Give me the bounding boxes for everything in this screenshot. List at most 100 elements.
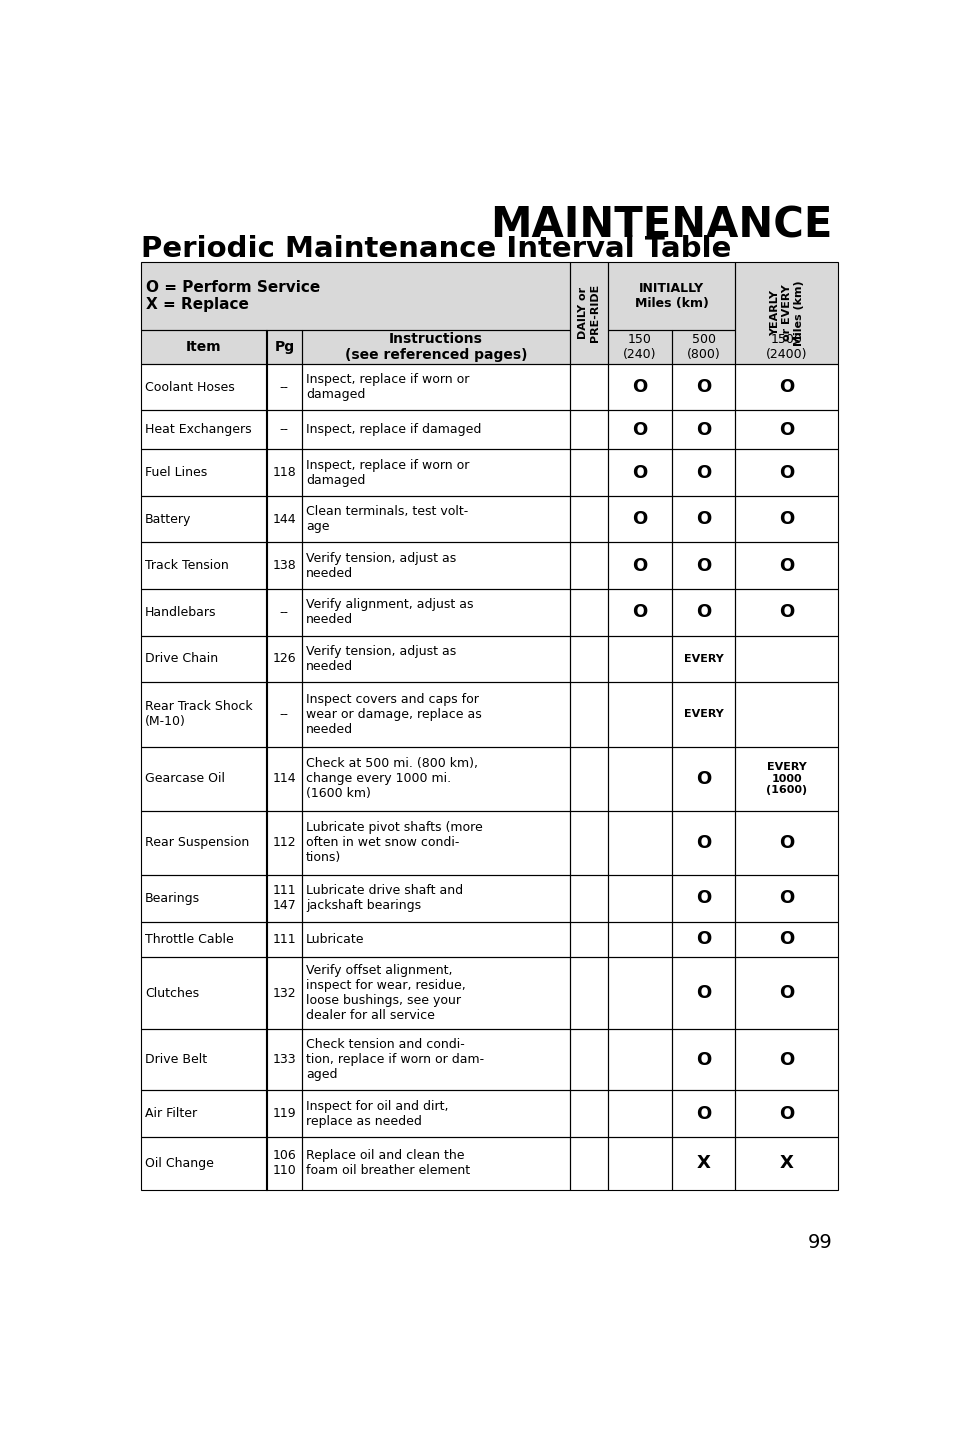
Bar [569, 1090, 608, 1137]
Bar [569, 1137, 608, 1191]
Text: O: O [779, 835, 794, 852]
Bar [671, 410, 735, 449]
Text: 126: 126 [273, 653, 295, 666]
Text: Drive Belt: Drive Belt [145, 1053, 207, 1066]
Bar [569, 410, 608, 449]
Bar [302, 1090, 569, 1137]
Text: O: O [696, 835, 711, 852]
Bar [266, 957, 302, 1029]
Bar [608, 811, 671, 875]
Text: O: O [779, 557, 794, 574]
Bar [569, 875, 608, 922]
Bar [608, 1029, 671, 1090]
Bar [735, 1029, 838, 1090]
Bar [141, 746, 266, 811]
Bar [266, 635, 302, 682]
Bar [266, 330, 302, 364]
Bar [569, 922, 608, 957]
Bar [302, 1029, 569, 1090]
Text: O: O [696, 378, 711, 395]
Bar [671, 635, 735, 682]
Bar [141, 449, 266, 496]
Text: 118: 118 [273, 467, 295, 478]
Text: O: O [696, 1105, 711, 1122]
Bar [608, 410, 671, 449]
Bar [735, 957, 838, 1029]
Bar [302, 682, 569, 746]
Bar [735, 635, 838, 682]
Text: 111: 111 [273, 933, 295, 947]
Bar [141, 589, 266, 635]
Text: Battery: Battery [145, 513, 191, 526]
Bar [266, 1090, 302, 1137]
Bar [608, 1090, 671, 1137]
Bar [266, 496, 302, 542]
Bar [302, 330, 569, 364]
Bar [569, 811, 608, 875]
Text: O: O [696, 890, 711, 907]
Text: O: O [696, 510, 711, 528]
Text: Lubricate pivot shafts (more
often in wet snow condi-
tions): Lubricate pivot shafts (more often in we… [306, 822, 482, 865]
Bar [266, 1137, 302, 1191]
Text: Check tension and condi-
tion, replace if worn or dam-
aged: Check tension and condi- tion, replace i… [306, 1038, 483, 1082]
Bar [671, 1090, 735, 1137]
Bar [671, 496, 735, 542]
Text: O: O [696, 984, 711, 1002]
Bar [608, 1137, 671, 1191]
Bar [608, 496, 671, 542]
Bar [671, 589, 735, 635]
Text: O: O [779, 510, 794, 528]
Bar [671, 682, 735, 746]
Bar [671, 922, 735, 957]
Bar [735, 811, 838, 875]
Text: O: O [632, 378, 647, 395]
Bar [302, 1137, 569, 1191]
Bar [569, 746, 608, 811]
Text: Throttle Cable: Throttle Cable [145, 933, 233, 947]
Bar [302, 957, 569, 1029]
Text: Instructions
(see referenced pages): Instructions (see referenced pages) [344, 332, 527, 362]
Bar [608, 682, 671, 746]
Text: DAILY or
PRE-RIDE: DAILY or PRE-RIDE [578, 284, 599, 342]
Bar [569, 922, 608, 957]
Text: 106
110: 106 110 [273, 1150, 295, 1178]
Bar [266, 1090, 302, 1137]
Bar [266, 922, 302, 957]
Text: O = Perform Service
X = Replace: O = Perform Service X = Replace [146, 281, 319, 313]
Bar [141, 635, 266, 682]
Bar [141, 364, 266, 410]
Text: 150
(240): 150 (240) [622, 333, 656, 361]
Text: EVERY
1000
(1600): EVERY 1000 (1600) [765, 762, 806, 795]
Bar [608, 262, 735, 330]
Bar [569, 449, 608, 496]
Bar [302, 746, 569, 811]
Bar [569, 1137, 608, 1191]
Bar [302, 364, 569, 410]
Bar [302, 957, 569, 1029]
Bar [266, 589, 302, 635]
Bar [266, 589, 302, 635]
Bar [735, 682, 838, 746]
Bar [735, 262, 838, 364]
Bar [735, 1137, 838, 1191]
Bar [266, 410, 302, 449]
Bar [302, 496, 569, 542]
Bar [266, 410, 302, 449]
Bar [671, 449, 735, 496]
Bar [569, 496, 608, 542]
Bar [735, 364, 838, 410]
Bar [608, 330, 671, 364]
Bar [266, 1029, 302, 1090]
Text: O: O [779, 378, 794, 395]
Bar [302, 922, 569, 957]
Bar [671, 364, 735, 410]
Bar [608, 410, 671, 449]
Text: O: O [779, 464, 794, 481]
Text: --: -- [279, 606, 289, 619]
Bar [608, 589, 671, 635]
Bar [141, 1137, 266, 1191]
Bar [569, 262, 608, 364]
Bar [141, 589, 266, 635]
Bar [302, 811, 569, 875]
Bar [735, 1137, 838, 1191]
